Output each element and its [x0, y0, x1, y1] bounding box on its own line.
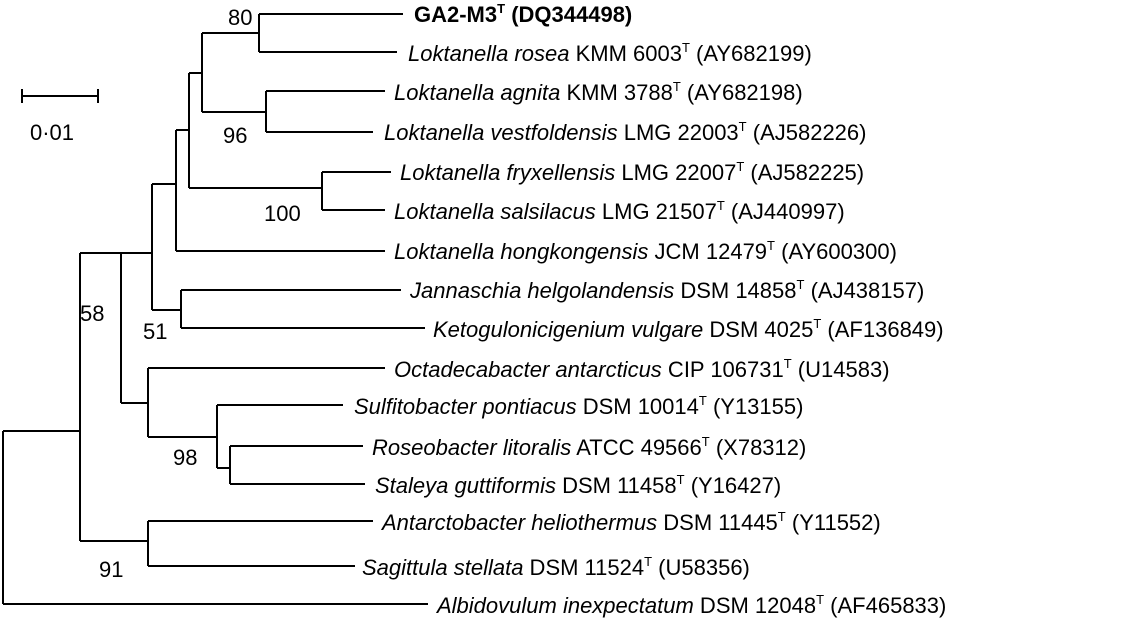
bootstrap-96: 96 — [223, 123, 247, 148]
bootstrap-91: 91 — [99, 557, 123, 582]
tree-branches — [2, 13, 428, 605]
taxon-label: Ketogulonicigenium vulgare DSM 4025T (AF… — [433, 316, 944, 342]
taxon-label: Roseobacter litoralis ATCC 49566T (X7831… — [372, 434, 806, 460]
taxon-label: Loktanella salsilacus LMG 21507T (AJ4409… — [394, 198, 845, 224]
taxon-label: Loktanella vestfoldensis LMG 22003T (AJ5… — [384, 119, 866, 145]
taxon-label: Antarctobacter heliothermus DSM 11445T (… — [380, 509, 881, 535]
bootstrap-80: 80 — [228, 5, 252, 30]
taxon-label: GA2-M3T (DQ344498) — [414, 1, 632, 27]
bootstrap-98: 98 — [173, 445, 197, 470]
taxon-label: Jannaschia helgolandensis DSM 14858T (AJ… — [409, 277, 924, 303]
taxon-label: Sagittula stellata DSM 11524T (U58356) — [362, 554, 750, 580]
taxon-label: Loktanella hongkongensis JCM 12479T (AY6… — [394, 238, 897, 264]
taxon-labels: GA2-M3T (DQ344498) Loktanella rosea KMM … — [354, 1, 946, 618]
bootstrap-values: 80 96 100 58 51 98 91 — [80, 5, 301, 582]
taxon-label: Staleya guttiformis DSM 11458T (Y16427) — [375, 472, 781, 498]
scale-bar: 0·01 — [21, 89, 99, 145]
taxon-label: Sulfitobacter pontiacus DSM 10014T (Y131… — [354, 393, 803, 419]
bootstrap-58: 58 — [80, 301, 104, 326]
taxon-label: Loktanella fryxellensis LMG 22007T (AJ58… — [400, 159, 864, 185]
taxon-label: Loktanella rosea KMM 6003T (AY682199) — [408, 40, 812, 66]
bootstrap-100: 100 — [264, 201, 301, 226]
taxon-label: Albidovulum inexpectatum DSM 12048T (AF4… — [435, 592, 946, 618]
scale-bar-label: 0·01 — [30, 120, 74, 145]
bootstrap-51: 51 — [143, 319, 167, 344]
taxon-label: Loktanella agnita KMM 3788T (AY682198) — [394, 79, 803, 105]
taxon-label: Octadecabacter antarcticus CIP 106731T (… — [394, 356, 890, 382]
